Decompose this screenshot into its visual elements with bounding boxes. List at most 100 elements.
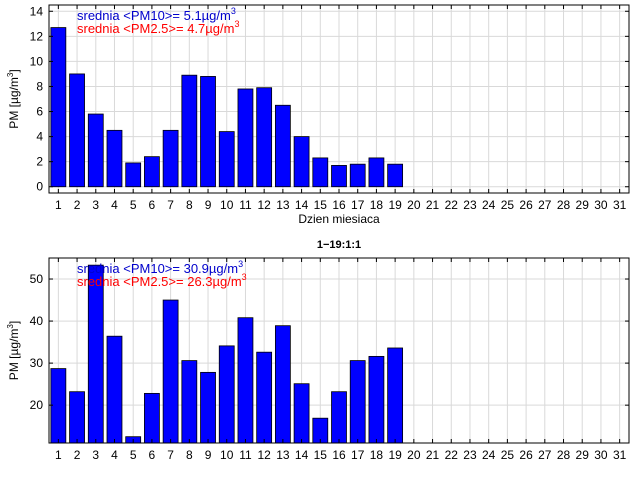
- bar-day-4: [106, 129, 123, 188]
- x-tick-label: 15: [314, 198, 328, 212]
- x-tick-label: 7: [167, 198, 174, 212]
- x-tick-label: 13: [276, 198, 290, 212]
- x-tick-label: 10: [220, 198, 234, 212]
- bar-day-12: [256, 87, 273, 188]
- chart-title: 1−19:1:1: [317, 239, 361, 251]
- x-tick-label: 21: [426, 198, 440, 212]
- y-tick-label: 30: [30, 356, 44, 370]
- y-tick-label: 20: [30, 398, 44, 412]
- bar-day-16: [331, 165, 347, 188]
- bar-day-2: [69, 391, 85, 444]
- x-tick-label: 24: [482, 198, 496, 212]
- bar-day-9: [200, 76, 216, 188]
- x-tick-label: 6: [149, 198, 156, 212]
- x-tick-label: 2: [74, 448, 81, 462]
- x-tick-label: 23: [463, 448, 477, 462]
- y-tick-label: 14: [30, 4, 44, 18]
- bar-day-7: [162, 129, 179, 188]
- bar-day-1: [50, 27, 67, 188]
- legend-entry: srednia <PM2.5>= 26.3µg/m3: [77, 272, 247, 289]
- x-tick-label: 16: [332, 198, 346, 212]
- y-axis-label: PM [µg/m3]: [6, 321, 21, 380]
- x-tick-label: 19: [388, 198, 402, 212]
- bar-day-10: [218, 345, 235, 444]
- x-tick-label: 26: [519, 198, 533, 212]
- x-tick-label: 15: [314, 448, 328, 462]
- bar-day-19: [387, 163, 404, 188]
- bar-day-16: [331, 391, 347, 444]
- x-tick-label: 25: [501, 448, 515, 462]
- legend-entry: srednia <PM10>= 30.9µg/m3: [77, 259, 243, 276]
- x-tick-label: 8: [186, 448, 193, 462]
- x-tick-label: 14: [295, 448, 309, 462]
- bar-day-8: [181, 74, 198, 188]
- bar-day-7: [162, 299, 179, 444]
- bar-day-14: [293, 136, 310, 188]
- x-tick-label: 2: [74, 198, 81, 212]
- x-tick-label: 10: [220, 448, 234, 462]
- bar-day-18: [368, 355, 385, 444]
- bar-day-13: [274, 104, 291, 188]
- x-tick-label: 5: [130, 198, 137, 212]
- x-tick-label: 3: [92, 448, 99, 462]
- x-tick-label: 12: [257, 448, 271, 462]
- x-tick-label: 4: [111, 448, 118, 462]
- x-tick-label: 29: [576, 198, 590, 212]
- bar-day-3: [87, 113, 104, 188]
- bar-day-17: [349, 360, 366, 444]
- legend-entry: srednia <PM2.5>= 4.7µg/m3: [77, 19, 239, 36]
- bar-day-6: [144, 392, 160, 444]
- bar-day-12: [256, 351, 273, 444]
- y-tick-label: 8: [36, 79, 43, 93]
- x-tick-label: 20: [407, 448, 421, 462]
- x-tick-label: 30: [594, 198, 608, 212]
- x-tick-label: 21: [426, 448, 440, 462]
- y-tick-label: 12: [30, 29, 44, 43]
- y-tick-label: 50: [30, 272, 44, 286]
- x-tick-label: 5: [130, 448, 137, 462]
- x-tick-label: 1: [55, 448, 62, 462]
- bar-day-5: [125, 162, 142, 188]
- x-tick-label: 8: [186, 198, 193, 212]
- bar-day-18: [368, 157, 385, 188]
- bar-day-10: [218, 131, 235, 188]
- x-tick-label: 26: [519, 448, 533, 462]
- x-tick-label: 9: [205, 198, 212, 212]
- bar-day-13: [274, 325, 291, 444]
- legend-entry: srednia <PM10>= 5.1µg/m3: [77, 6, 236, 23]
- chart-panel-1: 1 2 3 4 5 6 7 8 9 10 11 12 13 14 15 16 17 18 19 20 21 22 23 24 2…: [6, 4, 630, 226]
- x-tick-label: 31: [613, 198, 627, 212]
- chart-panel-2: 1 2 3 4 5 6 7 8 9 10 11 12 13 14 15 16 17 18 19 20 21 22 23 24 2…: [6, 239, 630, 462]
- bar-day-15: [312, 157, 329, 188]
- bar-day-3: [87, 264, 104, 444]
- bar-day-11: [237, 88, 254, 188]
- x-tick-label: 11: [239, 198, 252, 212]
- x-tick-label: 12: [257, 198, 271, 212]
- x-tick-label: 25: [501, 198, 515, 212]
- x-tick-label: 27: [538, 448, 552, 462]
- x-tick-label: 17: [351, 448, 365, 462]
- y-tick-label: 6: [36, 105, 43, 119]
- bar-day-9: [200, 371, 216, 444]
- x-tick-label: 3: [92, 198, 99, 212]
- x-tick-label: 28: [557, 198, 571, 212]
- bar-day-6: [144, 156, 160, 188]
- y-tick-label: 40: [30, 314, 44, 328]
- bar-day-11: [237, 317, 254, 444]
- x-tick-label: 17: [351, 198, 365, 212]
- x-tick-label: 19: [388, 448, 402, 462]
- bar-day-4: [106, 335, 123, 444]
- x-tick-label: 13: [276, 448, 290, 462]
- x-tick-label: 7: [167, 448, 174, 462]
- x-tick-label: 4: [111, 198, 118, 212]
- x-tick-label: 31: [613, 448, 627, 462]
- bar-day-19: [387, 347, 404, 444]
- x-tick-label: 30: [594, 448, 608, 462]
- y-tick-label: 10: [30, 54, 44, 68]
- x-tick-label: 1: [55, 198, 62, 212]
- x-tick-label: 29: [576, 448, 590, 462]
- x-tick-label: 20: [407, 198, 421, 212]
- x-tick-label: 9: [205, 448, 212, 462]
